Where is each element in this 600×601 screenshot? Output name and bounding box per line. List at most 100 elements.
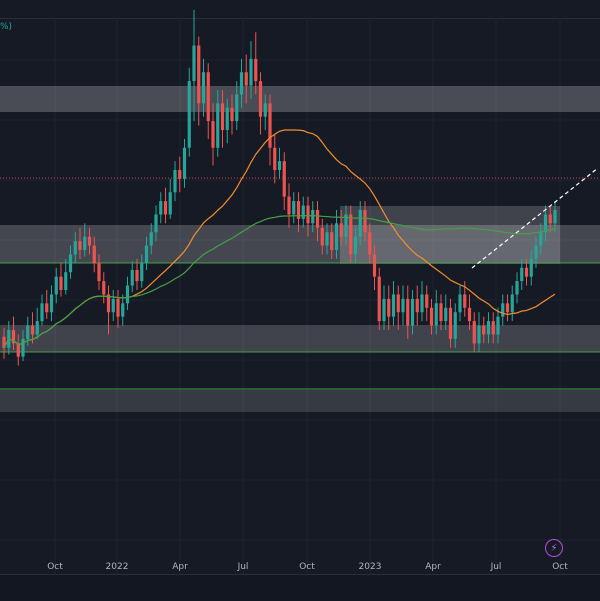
candle-body xyxy=(178,170,182,179)
candle-body xyxy=(92,245,96,264)
grid-lines xyxy=(0,18,600,574)
candle-body xyxy=(78,241,82,250)
candle-body xyxy=(515,281,519,295)
candle-body xyxy=(225,107,229,130)
x-tick-label: Apr xyxy=(172,562,188,572)
candle-body xyxy=(406,298,410,326)
candle-body xyxy=(125,285,130,304)
candle-body xyxy=(420,294,424,313)
candle-body xyxy=(244,72,248,86)
candle-body xyxy=(463,294,467,308)
candle-body xyxy=(429,307,434,326)
top-toolbar xyxy=(0,0,600,19)
x-tick-label: 2022 xyxy=(106,562,129,572)
moving-averages xyxy=(3,129,556,349)
candle-body xyxy=(73,241,77,255)
candle-body xyxy=(83,236,87,250)
candle-body xyxy=(344,214,348,237)
candle-body xyxy=(173,170,177,193)
candle-body xyxy=(368,232,372,255)
candle-body xyxy=(444,307,448,322)
candle-body xyxy=(235,94,239,122)
zone-range-box xyxy=(340,206,560,264)
candle-body xyxy=(472,321,476,344)
candle-body xyxy=(410,298,415,326)
zones xyxy=(0,86,600,412)
candle-body xyxy=(453,312,457,339)
symbol-fragment: %) xyxy=(0,22,13,32)
candle-body xyxy=(529,258,533,277)
candle-body xyxy=(144,245,149,264)
candle-body xyxy=(49,294,54,313)
x-axis-ticks: Oct 2022 Apr Jul Oct 2023 Apr Jul Oct xyxy=(47,562,568,572)
candle-body xyxy=(539,232,543,246)
candle-body xyxy=(505,303,510,313)
candle-body xyxy=(2,336,6,348)
x-tick-label: 2023 xyxy=(359,562,382,572)
candle-body xyxy=(268,103,272,148)
candle-body xyxy=(467,307,472,322)
candle-body xyxy=(21,338,25,357)
candle-body xyxy=(97,263,101,282)
x-tick-label: Apr xyxy=(425,562,441,572)
candle-body xyxy=(282,161,286,197)
x-tick-label: Jul xyxy=(490,562,502,572)
bottom-toolbar xyxy=(0,574,600,601)
candle-body xyxy=(401,298,405,313)
candle-body xyxy=(486,321,491,335)
candle-body xyxy=(501,303,505,317)
candle-body xyxy=(425,294,429,308)
lightning-icon[interactable]: ⚡ xyxy=(545,539,563,557)
candle-body xyxy=(230,107,234,122)
candle-body xyxy=(130,270,134,286)
candle-body xyxy=(382,298,386,322)
candle-body xyxy=(448,307,453,339)
candle-body xyxy=(439,303,443,322)
candle-body xyxy=(220,103,225,130)
candle-body xyxy=(258,81,263,117)
horizontal-lines xyxy=(0,177,600,390)
candle-body xyxy=(520,267,524,282)
candle-body xyxy=(211,121,215,148)
candle-body xyxy=(206,72,210,122)
candle-body xyxy=(192,45,196,82)
candle-body xyxy=(292,201,296,215)
candle-body xyxy=(325,232,329,246)
candle-body xyxy=(524,267,529,277)
candle-body xyxy=(353,236,358,255)
candle-body xyxy=(396,294,400,313)
candle-body xyxy=(35,321,39,335)
candle-body xyxy=(216,103,220,148)
candle-body xyxy=(159,201,163,215)
candle-body xyxy=(102,281,106,295)
candle-body xyxy=(140,263,144,282)
candle-body xyxy=(306,205,310,224)
candle-body xyxy=(40,303,44,322)
candle-body xyxy=(363,210,367,233)
candle-body xyxy=(496,316,500,335)
candle-body xyxy=(311,210,315,224)
candle-body xyxy=(111,298,115,313)
candle-body xyxy=(415,298,419,313)
candle-body xyxy=(239,72,244,95)
candle-body xyxy=(510,294,514,313)
candle-body xyxy=(197,45,201,104)
candle-body xyxy=(59,276,63,290)
candle-body xyxy=(372,254,377,277)
candle-body xyxy=(548,214,552,224)
candle-body xyxy=(168,192,172,215)
candle-body xyxy=(301,205,305,219)
candle-body xyxy=(273,147,277,170)
candle-body xyxy=(154,214,158,233)
candle-body xyxy=(287,196,291,215)
candle-body xyxy=(135,270,139,282)
candle-body xyxy=(263,103,267,117)
candle-body xyxy=(26,325,30,339)
candle-body xyxy=(201,72,206,104)
trend-line xyxy=(471,167,599,269)
candle-body xyxy=(477,325,481,344)
candle-body xyxy=(68,254,73,273)
dashed-trend-line xyxy=(471,167,599,269)
